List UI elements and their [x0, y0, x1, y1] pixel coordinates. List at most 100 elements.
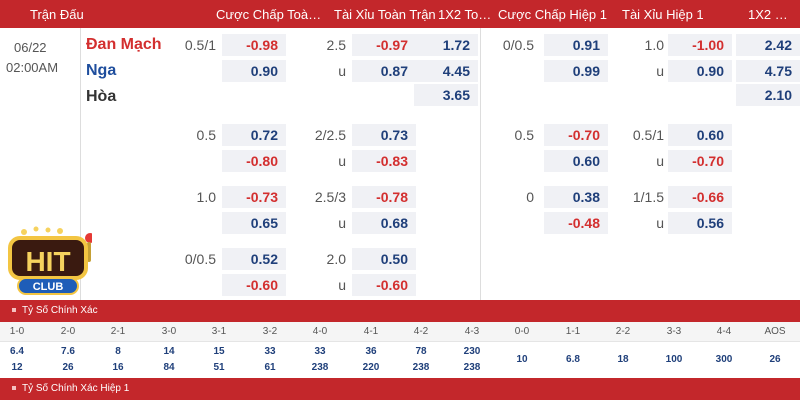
ou-under-label: u	[656, 153, 664, 169]
home-team[interactable]: Đan Mạch	[86, 36, 162, 53]
score-header: 4-3	[464, 326, 480, 337]
score-odds-home[interactable]: 78	[415, 346, 427, 357]
odds-cell[interactable]: 1.72	[414, 34, 478, 56]
ou-line: 2.5/3	[314, 189, 346, 205]
col-header-1x2-full[interactable]: 1X2 Toàn Trận	[438, 7, 494, 22]
score-odds-home[interactable]: 14	[163, 346, 175, 357]
ah-line: 1.0	[196, 189, 216, 205]
score-header: 0-0	[514, 326, 530, 337]
odds-cell[interactable]: 0.52	[222, 248, 286, 270]
odds-cell[interactable]: 0.90	[222, 60, 286, 82]
score-odds-away[interactable]: 12	[11, 362, 23, 373]
score-header: 3-1	[211, 326, 227, 337]
exact-score-bar[interactable]: Tỷ Số Chính Xác	[0, 300, 800, 322]
odds-cell[interactable]: -1.00	[668, 34, 732, 56]
divider	[480, 28, 481, 300]
odds-cell[interactable]: 3.65	[414, 84, 478, 106]
odds-cell[interactable]: -0.83	[352, 150, 416, 172]
score-odds-away[interactable]: 238	[463, 362, 481, 373]
score-odds-home[interactable]: 6.4	[10, 346, 24, 357]
score-odds-home[interactable]: 33	[264, 346, 276, 357]
odds-cell[interactable]: -0.70	[668, 150, 732, 172]
odds-cell[interactable]: 4.75	[736, 60, 800, 82]
col-header-ou-full[interactable]: Tài Xỉu Toàn Trận	[334, 7, 436, 22]
score-header: 2-0	[60, 326, 76, 337]
score-header: 3-3	[666, 326, 682, 337]
odds-cell[interactable]: 4.45	[414, 60, 478, 82]
odds-cell[interactable]: 0.91	[544, 34, 608, 56]
exact-score-values: 6.4 12 7.6 26 8 16 14 84 15 51 33 61 33 238 36 220 78 238…	[0, 342, 800, 378]
score-header: 1-1	[565, 326, 581, 337]
score-odds-home[interactable]: 100	[665, 354, 683, 365]
score-header: 2-1	[110, 326, 126, 337]
score-odds-home[interactable]: 7.6	[61, 346, 75, 357]
odds-table: 06/22 02:00AM Đan Mạch Nga Hòa 0.5/1 -0.…	[0, 28, 800, 300]
odds-cell[interactable]: -0.66	[668, 186, 732, 208]
away-team[interactable]: Nga	[86, 62, 117, 79]
col-header-1x2-half[interactable]: 1X2 Hiệp 1	[748, 7, 796, 22]
odds-cell[interactable]: 2.42	[736, 34, 800, 56]
match-date: 06/22	[14, 40, 47, 55]
ah-line: 0.5	[196, 127, 216, 143]
col-header-ah-half[interactable]: Cược Chấp Hiệp 1	[498, 7, 607, 22]
ou-line: 2/2.5	[314, 127, 346, 143]
odds-cell[interactable]: 0.68	[352, 212, 416, 234]
score-odds-away[interactable]: 61	[264, 362, 276, 373]
score-odds-home[interactable]: 230	[463, 346, 481, 357]
col-header-match: Trận Đấu	[30, 7, 84, 22]
score-odds-away[interactable]: 51	[213, 362, 225, 373]
ou-line: 2.5	[326, 37, 346, 53]
odds-cell[interactable]: -0.70	[544, 124, 608, 146]
ou-under-label: u	[338, 153, 346, 169]
draw-label: Hòa	[86, 88, 117, 105]
ou-under-label: u	[656, 63, 664, 79]
ou-under-label: u	[656, 215, 664, 231]
odds-cell[interactable]: 0.60	[668, 124, 732, 146]
ou-line: 1.0	[644, 37, 664, 53]
odds-cell[interactable]: -0.80	[222, 150, 286, 172]
odds-cell[interactable]: 2.10	[736, 84, 800, 106]
odds-cell[interactable]: 0.56	[668, 212, 732, 234]
odds-cell[interactable]: -0.60	[222, 274, 286, 296]
odds-cell[interactable]: 0.65	[222, 212, 286, 234]
score-odds-away[interactable]: 238	[412, 362, 430, 373]
ou-under-label: u	[338, 277, 346, 293]
score-header: 2-2	[615, 326, 631, 337]
exact-score-half-bar[interactable]: Tỷ Số Chính Xác Hiệp 1	[0, 378, 800, 400]
odds-cell[interactable]: 0.72	[222, 124, 286, 146]
score-odds-home[interactable]: 8	[115, 346, 121, 357]
odds-cell[interactable]: 0.99	[544, 60, 608, 82]
score-odds-home[interactable]: 15	[213, 346, 225, 357]
odds-cell[interactable]: -0.98	[222, 34, 286, 56]
odds-cell[interactable]: 0.60	[544, 150, 608, 172]
col-header-ou-half[interactable]: Tài Xỉu Hiệp 1	[622, 7, 704, 22]
score-header: 4-1	[363, 326, 379, 337]
collapse-icon	[12, 308, 16, 313]
score-odds-away[interactable]: 26	[62, 362, 74, 373]
odds-cell[interactable]: 0.90	[668, 60, 732, 82]
score-header: 3-0	[161, 326, 177, 337]
col-header-ah-full[interactable]: Cược Chấp Toàn Trận	[216, 7, 326, 22]
odds-cell[interactable]: 0.87	[352, 60, 416, 82]
score-odds-away[interactable]: 84	[163, 362, 175, 373]
odds-cell[interactable]: 0.38	[544, 186, 608, 208]
odds-cell[interactable]: -0.60	[352, 274, 416, 296]
score-odds-away[interactable]: 238	[311, 362, 329, 373]
odds-cell[interactable]: -0.73	[222, 186, 286, 208]
score-odds-home[interactable]: 36	[365, 346, 377, 357]
score-odds-away[interactable]: 220	[362, 362, 380, 373]
score-odds-home[interactable]: 18	[617, 354, 629, 365]
odds-cell[interactable]: -0.97	[352, 34, 416, 56]
odds-cell[interactable]: -0.78	[352, 186, 416, 208]
score-odds-home[interactable]: 33	[314, 346, 326, 357]
score-odds-home[interactable]: 10	[516, 354, 528, 365]
odds-cell[interactable]: 0.50	[352, 248, 416, 270]
score-odds-away[interactable]: 16	[112, 362, 124, 373]
score-odds-home[interactable]: 6.8	[566, 354, 580, 365]
score-header: 4-0	[312, 326, 328, 337]
odds-cell[interactable]: 0.73	[352, 124, 416, 146]
score-odds-home[interactable]: 300	[715, 354, 733, 365]
ah-line: 0/0.5	[184, 251, 216, 267]
score-odds-home[interactable]: 26	[769, 354, 781, 365]
odds-cell[interactable]: -0.48	[544, 212, 608, 234]
